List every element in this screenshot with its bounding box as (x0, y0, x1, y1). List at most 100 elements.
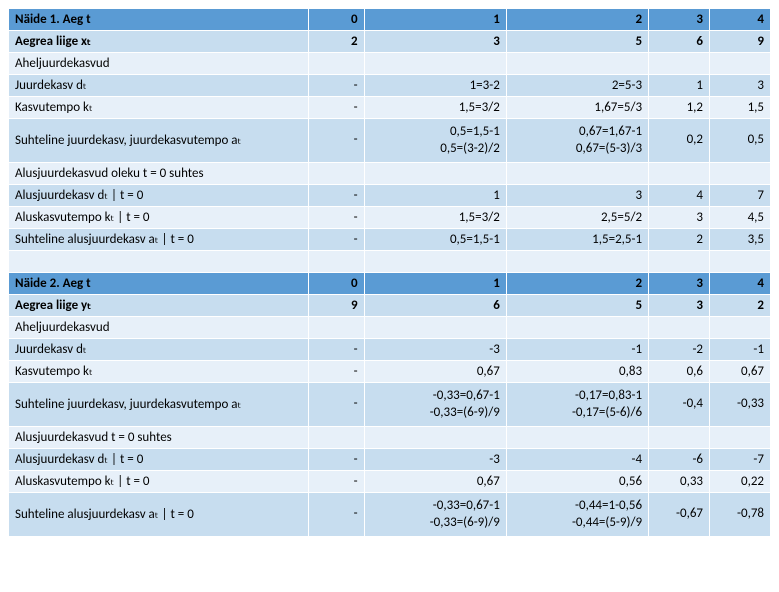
ex2-bk-3: 0,33 (649, 471, 710, 493)
ex1-time-label: Näide 1. Aeg t (9, 9, 309, 31)
ex2-a-3: -0,4 (649, 383, 710, 427)
ex2-k-2: 0,83 (506, 361, 648, 383)
ex2-y-1: 6 (364, 295, 506, 317)
ex2-y-0: 9 (308, 295, 364, 317)
ex2-k-1: 0,67 (364, 361, 506, 383)
ex1-ba-3: 2 (649, 229, 710, 251)
ex2-d-2: -1 (506, 339, 648, 361)
ex2-y-4: 2 (710, 295, 771, 317)
ex1-d-4: 3 (710, 75, 771, 97)
ex1-time-1: 1 (364, 9, 506, 31)
ex1-bk-4: 4,5 (710, 207, 771, 229)
ex1-bk-1: 1,5=3/2 (364, 207, 506, 229)
ex1-time-0: 0 (308, 9, 364, 31)
ex2-bd-3: -6 (649, 449, 710, 471)
ex2-k-3: 0,6 (649, 361, 710, 383)
ex2-time-2: 2 (506, 273, 648, 295)
ex1-bd-label: Alusjuurdekasv dₜ | t = 0 (9, 185, 309, 207)
ex1-base-header: Alusjuurdekasvud oleku t = 0 suhtes (9, 163, 309, 185)
ex2-time-1: 1 (364, 273, 506, 295)
ex2-bk-2: 0,56 (506, 471, 648, 493)
ex2-d-label: Juurdekasv dₜ (9, 339, 309, 361)
ex1-ba-2: 1,5=2,5-1 (506, 229, 648, 251)
ex1-k-0: - (308, 97, 364, 119)
ex1-bk-3: 3 (649, 207, 710, 229)
ex1-bd-1: 1 (364, 185, 506, 207)
ex2-k-label: Kasvutempo kₜ (9, 361, 309, 383)
ex2-a-label: Suhteline juurdekasv, juurdekasvutempo a… (9, 383, 309, 427)
ex2-time-0: 0 (308, 273, 364, 295)
ex1-bd-0: - (308, 185, 364, 207)
ex1-time-4: 4 (710, 9, 771, 31)
ex1-bd-2: 3 (506, 185, 648, 207)
ex2-ba-label: Suhteline alusjuurdekasv aₜ | t = 0 (9, 493, 309, 537)
ex1-bk-2: 2,5=5/2 (506, 207, 648, 229)
ex1-k-3: 1,2 (649, 97, 710, 119)
ex2-d-1: -3 (364, 339, 506, 361)
ex1-bk-label: Aluskasvutempo kₜ | t = 0 (9, 207, 309, 229)
ex1-x-label: Aegrea liige xₜ (9, 31, 309, 53)
ex1-x-0: 2 (308, 31, 364, 53)
ex2-bk-1: 0,67 (364, 471, 506, 493)
ex1-bk-0: - (308, 207, 364, 229)
ex1-bd-4: 7 (710, 185, 771, 207)
ex2-time-3: 3 (649, 273, 710, 295)
ex1-a-4: 0,5 (710, 119, 771, 163)
ex1-k-1: 1,5=3/2 (364, 97, 506, 119)
ex2-chain-header: Aheljuurdekasvud (9, 317, 309, 339)
ex1-x-1: 3 (364, 31, 506, 53)
ex2-a-0: - (308, 383, 364, 427)
ex2-ba-3: -0,67 (649, 493, 710, 537)
ex2-bd-1: -3 (364, 449, 506, 471)
time-series-table: Näide 1. Aeg t 0 1 2 3 4 Aegrea liige xₜ… (8, 8, 771, 537)
ex1-d-label: Juurdekasv dₜ (9, 75, 309, 97)
ex2-time-4: 4 (710, 273, 771, 295)
ex2-bk-4: 0,22 (710, 471, 771, 493)
ex2-bd-0: - (308, 449, 364, 471)
ex2-y-2: 5 (506, 295, 648, 317)
ex2-y-3: 3 (649, 295, 710, 317)
ex1-bd-3: 4 (649, 185, 710, 207)
ex2-ba-2: -0,44=1-0,56 -0,44=(5-9)/9 (506, 493, 648, 537)
ex2-bd-4: -7 (710, 449, 771, 471)
ex1-a-2: 0,67=1,67-1 0,67=(5-3)/3 (506, 119, 648, 163)
ex1-x-2: 5 (506, 31, 648, 53)
ex1-d-3: 1 (649, 75, 710, 97)
ex1-chain-header: Aheljuurdekasvud (9, 53, 309, 75)
ex2-ba-4: -0,78 (710, 493, 771, 537)
ex1-a-3: 0,2 (649, 119, 710, 163)
ex2-k-0: - (308, 361, 364, 383)
ex1-k-label: Kasvutempo kₜ (9, 97, 309, 119)
ex2-k-4: 0,67 (710, 361, 771, 383)
ex1-ba-0: - (308, 229, 364, 251)
ex1-k-4: 1,5 (710, 97, 771, 119)
ex2-base-header: Alusjuurdekasvud t = 0 suhtes (9, 427, 309, 449)
ex2-bk-0: - (308, 471, 364, 493)
ex2-bk-label: Aluskasvutempo kₜ | t = 0 (9, 471, 309, 493)
ex2-ba-0: - (308, 493, 364, 537)
ex2-bd-2: -4 (506, 449, 648, 471)
ex2-d-0: - (308, 339, 364, 361)
ex1-ba-label: Suhteline alusjuurdekasv aₜ | t = 0 (9, 229, 309, 251)
ex1-ba-4: 3,5 (710, 229, 771, 251)
ex1-x-3: 6 (649, 31, 710, 53)
ex2-a-4: -0,33 (710, 383, 771, 427)
ex2-time-label: Näide 2. Aeg t (9, 273, 309, 295)
ex2-a-2: -0,17=0,83-1 -0,17=(5-6)/6 (506, 383, 648, 427)
ex1-time-3: 3 (649, 9, 710, 31)
ex2-a-1: -0,33=0,67-1 -0,33=(6-9)/9 (364, 383, 506, 427)
ex1-d-0: - (308, 75, 364, 97)
ex1-a-1: 0,5=1,5-1 0,5=(3-2)/2 (364, 119, 506, 163)
ex1-d-2: 2=5-3 (506, 75, 648, 97)
ex1-d-1: 1=3-2 (364, 75, 506, 97)
ex1-time-2: 2 (506, 9, 648, 31)
ex2-d-4: -1 (710, 339, 771, 361)
ex2-bd-label: Alusjuurdekasv dₜ | t = 0 (9, 449, 309, 471)
ex2-y-label: Aegrea liige yₜ (9, 295, 309, 317)
ex2-ba-1: -0,33=0,67-1 -0,33=(6-9)/9 (364, 493, 506, 537)
ex1-a-label: Suhteline juurdekasv, juurdekasvutempo a… (9, 119, 309, 163)
ex1-a-0: - (308, 119, 364, 163)
ex2-d-3: -2 (649, 339, 710, 361)
ex1-ba-1: 0,5=1,5-1 (364, 229, 506, 251)
ex1-x-4: 9 (710, 31, 771, 53)
